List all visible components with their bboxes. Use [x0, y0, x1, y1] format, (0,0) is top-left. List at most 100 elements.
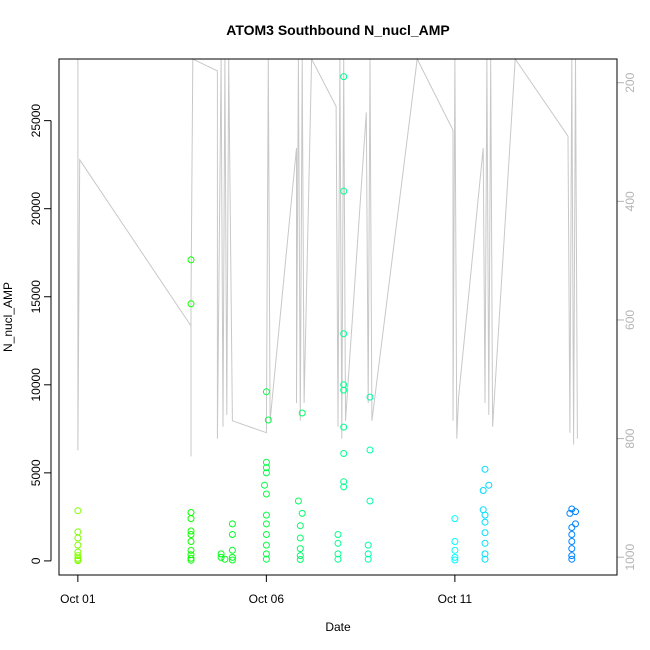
data-point	[334, 539, 342, 547]
data-point	[481, 555, 489, 563]
data-point	[261, 481, 268, 489]
y-tick-label: 10000	[29, 368, 43, 402]
data-point	[262, 520, 270, 528]
y-axis-label: N_nucl_AMP	[1, 282, 15, 352]
data-point	[74, 541, 82, 549]
data-point	[366, 393, 374, 401]
data-point	[221, 555, 229, 563]
data-point	[340, 478, 348, 486]
data-point	[334, 550, 342, 558]
data-point	[228, 546, 236, 554]
data-point	[481, 550, 489, 558]
y-tick-label: 15000	[29, 280, 43, 314]
scatter-points-layer	[74, 73, 579, 565]
y2-tick-label: 200	[623, 72, 637, 92]
data-point	[340, 330, 348, 338]
data-point	[340, 450, 348, 457]
data-point	[74, 534, 82, 542]
data-point	[481, 539, 489, 547]
data-point	[340, 187, 348, 195]
data-point	[340, 381, 348, 389]
data-point	[187, 546, 195, 554]
x-tick-label: Oct 11	[438, 592, 473, 606]
data-point	[481, 518, 489, 526]
data-point	[451, 546, 459, 554]
data-point	[566, 509, 574, 517]
data-point	[568, 524, 576, 531]
data-point	[228, 520, 236, 528]
data-point	[187, 256, 195, 264]
data-point	[572, 520, 579, 528]
y2-tick-label: 400	[623, 191, 637, 211]
data-point	[296, 534, 304, 542]
data-point	[262, 555, 270, 563]
data-point	[481, 511, 489, 519]
data-point	[568, 545, 576, 553]
data-point	[187, 527, 195, 535]
right-axis-series-layer	[77, 57, 578, 457]
data-point	[334, 555, 342, 563]
data-point	[187, 554, 195, 562]
data-point	[262, 541, 270, 549]
data-point	[228, 531, 236, 538]
data-point	[568, 538, 576, 545]
data-point	[296, 552, 304, 560]
data-point	[366, 497, 374, 505]
data-point	[568, 552, 576, 560]
data-point	[262, 531, 270, 538]
y2-tick-label: 800	[623, 428, 637, 448]
data-point	[451, 515, 459, 523]
data-point	[481, 465, 489, 473]
data-point	[187, 538, 195, 545]
data-point	[74, 557, 82, 565]
x-tick-label: Oct 06	[249, 592, 285, 606]
data-point	[296, 522, 304, 530]
data-point	[451, 556, 459, 564]
data-point	[74, 552, 82, 560]
y2-tick-label: 1000	[623, 544, 637, 571]
data-point	[264, 416, 272, 424]
data-point	[74, 507, 82, 515]
data-point	[228, 556, 236, 564]
data-point	[262, 469, 270, 477]
data-point	[262, 511, 270, 519]
y-tick-label: 0	[29, 557, 43, 564]
data-point	[485, 481, 493, 489]
data-point	[262, 490, 270, 498]
y-tick-label: 20000	[29, 192, 43, 226]
data-point	[364, 550, 372, 558]
data-point	[568, 531, 576, 538]
data-point	[187, 531, 195, 538]
y-tick-label: 5000	[29, 459, 43, 486]
data-point	[366, 446, 374, 454]
data-point	[340, 386, 348, 394]
data-point	[364, 555, 372, 563]
data-point	[296, 545, 304, 553]
data-point	[262, 550, 270, 558]
data-point	[568, 555, 576, 563]
data-point	[217, 550, 225, 558]
data-point	[262, 464, 270, 472]
chart-title: ATOM3 Southbound N_nucl_AMP	[226, 22, 449, 38]
data-point	[340, 423, 348, 431]
data-point	[217, 553, 225, 561]
data-point	[481, 529, 489, 537]
data-point	[262, 458, 270, 466]
data-point	[451, 538, 459, 545]
data-point	[340, 483, 348, 491]
data-point	[334, 531, 342, 538]
x-tick-label: Oct 01	[60, 592, 96, 606]
data-point	[187, 300, 195, 308]
data-point	[364, 541, 372, 549]
plot-frame	[58, 58, 618, 576]
x-axis-label: Date	[325, 620, 351, 634]
data-point	[262, 388, 270, 396]
data-point	[187, 556, 195, 564]
data-point	[228, 553, 236, 561]
data-point	[451, 553, 459, 561]
data-point	[187, 515, 195, 523]
data-point	[298, 409, 306, 417]
y2-tick-label: 600	[623, 310, 637, 330]
data-point	[298, 509, 306, 517]
